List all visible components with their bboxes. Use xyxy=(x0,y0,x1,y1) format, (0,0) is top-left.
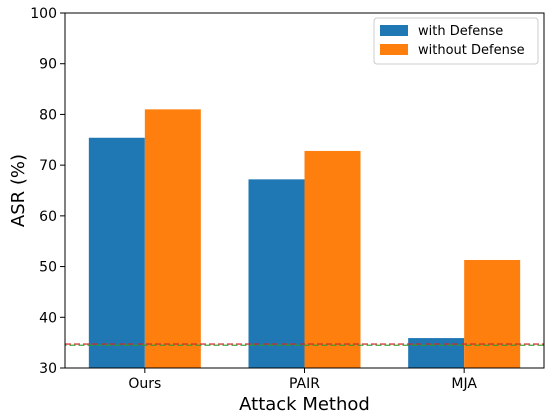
bar-ours-without-defense xyxy=(144,109,201,368)
bar-mja-without-defense xyxy=(464,259,521,368)
bar-mja-with-defense xyxy=(408,338,465,368)
reference-lines xyxy=(65,343,544,346)
bars xyxy=(88,109,521,368)
y-axis: 30 40 50 60 70 80 90 100 xyxy=(30,6,65,377)
legend: with Defense without Defense xyxy=(373,17,539,65)
bar-ours-with-defense xyxy=(88,137,145,368)
x-axis: Ours PAIR MJA xyxy=(128,368,477,392)
y-tick-label-30: 30 xyxy=(39,361,57,377)
x-tick-label-pair: PAIR xyxy=(289,376,320,392)
legend-swatch-with-defense xyxy=(380,25,408,36)
y-axis-title: ASR (%) xyxy=(8,154,29,227)
y-tick-label-80: 80 xyxy=(39,107,57,123)
y-tick-label-100: 100 xyxy=(30,6,57,22)
y-tick-label-60: 60 xyxy=(39,209,57,225)
x-axis-title: Attack Method xyxy=(239,394,370,415)
y-tick-label-40: 40 xyxy=(39,310,57,326)
bar-pair-with-defense xyxy=(248,179,305,368)
x-tick-label-mja: MJA xyxy=(451,376,477,392)
x-tick-label-ours: Ours xyxy=(128,376,161,392)
legend-swatch-without-defense xyxy=(380,44,408,55)
y-tick-label-50: 50 xyxy=(39,260,57,276)
y-tick-label-90: 90 xyxy=(39,57,57,73)
bar-pair-without-defense xyxy=(304,150,361,368)
legend-label-without-defense: without Defense xyxy=(418,43,525,58)
y-tick-label-70: 70 xyxy=(39,158,57,174)
legend-label-with-defense: with Defense xyxy=(418,24,503,39)
legend-box xyxy=(373,17,539,65)
